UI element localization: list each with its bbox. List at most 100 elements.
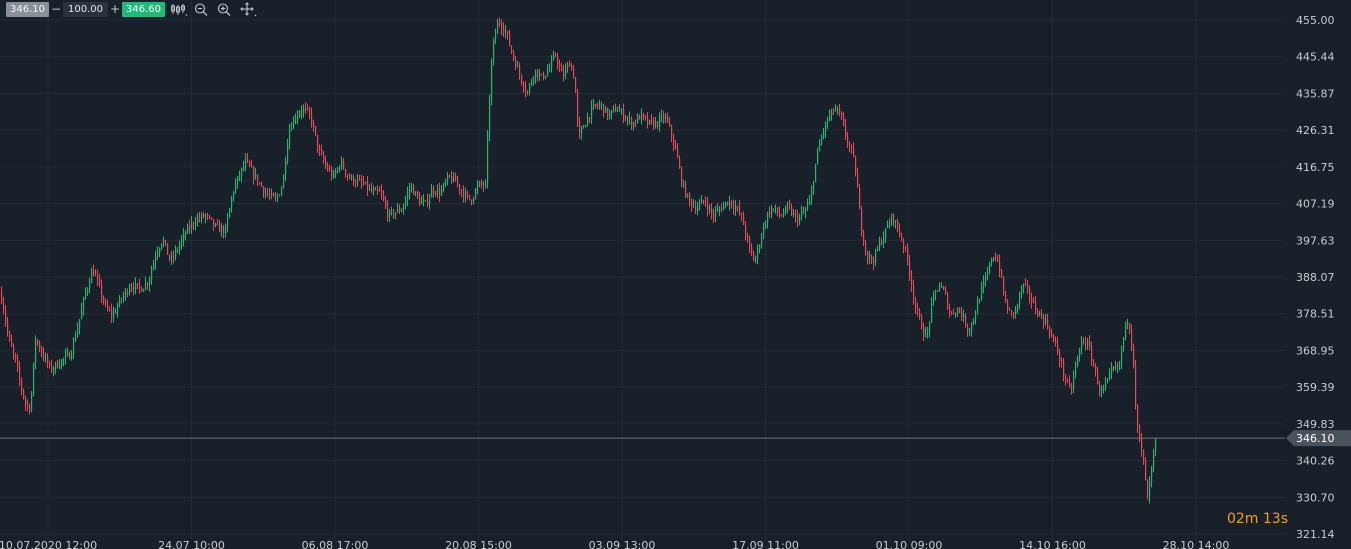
candle-body — [1119, 362, 1121, 367]
candle-body — [1155, 438, 1157, 451]
candle-body — [795, 213, 797, 216]
candle-body — [305, 107, 307, 109]
candle-body — [345, 169, 347, 175]
candle-body — [615, 108, 617, 112]
candle-body — [265, 193, 267, 195]
candle-body — [497, 22, 499, 34]
candle-body — [367, 181, 369, 190]
candle-body — [789, 205, 791, 207]
candle-body — [45, 356, 47, 359]
candle-body — [189, 225, 191, 229]
candle-body — [565, 69, 567, 77]
candle-body — [155, 256, 157, 263]
candle-body — [203, 214, 205, 218]
candle-body — [141, 287, 143, 292]
crosshair-icon[interactable] — [239, 2, 257, 17]
candle-body — [53, 368, 55, 371]
candle-body — [897, 220, 899, 229]
candle-body — [107, 304, 109, 310]
candle-body — [1057, 343, 1059, 353]
candle-body — [179, 244, 181, 250]
candle-body — [83, 298, 85, 310]
candle-body — [221, 227, 223, 233]
candle-body — [753, 252, 755, 261]
candle-body — [515, 58, 517, 68]
candle-body — [951, 312, 953, 314]
candle-body — [875, 250, 877, 264]
candle-body — [911, 275, 913, 286]
candle-body — [949, 308, 951, 313]
candle-body — [315, 126, 317, 135]
candle-body — [183, 233, 185, 240]
candle-body — [55, 362, 57, 369]
candle-body — [1021, 288, 1023, 294]
candle-body — [459, 184, 461, 191]
x-tick-label: 17.09 11:00 — [732, 539, 799, 549]
candle-body — [247, 158, 249, 162]
quantity-plus-button[interactable]: + — [109, 2, 121, 16]
ask-price-badge[interactable]: 346.60 — [122, 2, 165, 17]
candle-body — [593, 104, 595, 107]
quantity-minus-button[interactable]: − — [50, 2, 62, 16]
candle-body — [241, 168, 243, 177]
candle-body — [63, 358, 65, 360]
candle-body — [679, 158, 681, 168]
candle-body — [707, 203, 709, 211]
candle-body — [39, 342, 41, 350]
candle-body — [905, 246, 907, 248]
candle-body — [1109, 373, 1111, 379]
candle-body — [1111, 368, 1113, 374]
bid-price-badge[interactable]: 346.10 — [6, 2, 49, 17]
candle-body — [999, 260, 1001, 272]
candle-body — [939, 287, 941, 290]
candle-body — [713, 213, 715, 217]
zoom-in-icon[interactable] — [216, 2, 234, 17]
candle-body — [355, 183, 357, 185]
candle-body — [283, 174, 285, 189]
candle-body — [1129, 323, 1131, 329]
candle-body — [611, 110, 613, 114]
candle-body — [449, 175, 451, 177]
candle-body — [689, 194, 691, 201]
candle-body — [997, 260, 999, 262]
candle-body — [915, 299, 917, 309]
candles-icon[interactable] — [170, 2, 188, 17]
candle-body — [513, 52, 515, 59]
candle-body — [487, 135, 489, 183]
time-axis[interactable]: 10.07.2020 12:00 24.07 10:00 06.08 17:00 20… — [0, 539, 1229, 549]
candle-body — [551, 59, 553, 68]
candle-body — [981, 286, 983, 300]
candle-body — [675, 145, 677, 149]
candle-body — [205, 215, 207, 218]
candle-body — [1013, 312, 1015, 314]
zoom-out-icon[interactable] — [193, 2, 211, 17]
candle-body — [307, 108, 309, 110]
candle-body — [715, 211, 717, 217]
candle-body — [701, 200, 703, 204]
quantity-input[interactable]: 100.00 — [63, 2, 108, 17]
candle-body — [661, 115, 663, 118]
price-axis[interactable]: 455.00 445.44 435.87 426.31 416.75 407.19 397.… — [1296, 14, 1335, 541]
candle-body — [351, 175, 353, 179]
candle-body — [461, 190, 463, 192]
candle-body — [129, 288, 131, 294]
candle-body — [397, 208, 399, 213]
candle-body — [97, 275, 99, 280]
candle-body — [369, 188, 371, 190]
candle-body — [739, 207, 741, 214]
candle-body — [143, 289, 145, 292]
candle-body — [673, 136, 675, 146]
candle-body — [1011, 310, 1013, 313]
candle-body — [219, 224, 221, 233]
candle-body — [1051, 334, 1053, 336]
candle-body — [985, 276, 987, 282]
candle-body — [763, 225, 765, 238]
candle-body — [1049, 327, 1051, 335]
candle-body — [173, 256, 175, 258]
candle-body — [935, 291, 937, 294]
candle-body — [169, 254, 171, 260]
candle-body — [237, 176, 239, 185]
candle-body — [545, 75, 547, 79]
candle-body — [425, 200, 427, 202]
